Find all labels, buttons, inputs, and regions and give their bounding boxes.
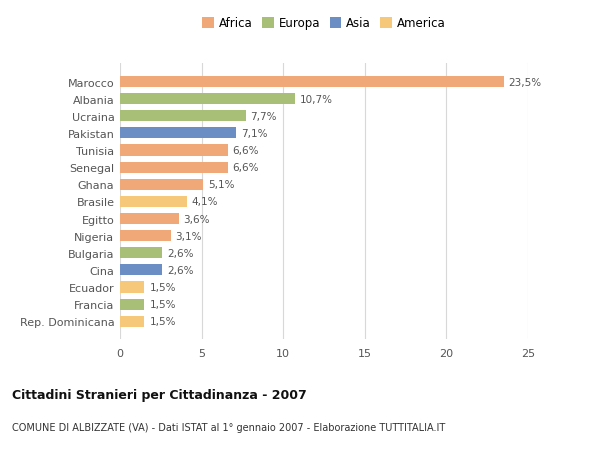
Text: Cittadini Stranieri per Cittadinanza - 2007: Cittadini Stranieri per Cittadinanza - 2… — [12, 388, 307, 401]
Text: 23,5%: 23,5% — [508, 78, 542, 87]
Bar — [120, 299, 145, 310]
Text: 10,7%: 10,7% — [299, 95, 332, 104]
Text: 1,5%: 1,5% — [149, 282, 176, 292]
Bar — [120, 179, 203, 190]
Bar — [120, 316, 145, 327]
Text: 1,5%: 1,5% — [149, 300, 176, 309]
Text: COMUNE DI ALBIZZATE (VA) - Dati ISTAT al 1° gennaio 2007 - Elaborazione TUTTITAL: COMUNE DI ALBIZZATE (VA) - Dati ISTAT al… — [12, 422, 445, 432]
Bar — [120, 94, 295, 105]
Bar — [120, 230, 170, 242]
Text: 6,6%: 6,6% — [233, 163, 259, 173]
Bar — [120, 265, 163, 276]
Bar — [120, 213, 179, 224]
Bar — [120, 282, 145, 293]
Text: 5,1%: 5,1% — [208, 180, 235, 190]
Bar — [120, 248, 163, 259]
Bar — [120, 77, 503, 88]
Text: 4,1%: 4,1% — [192, 197, 218, 207]
Text: 3,6%: 3,6% — [184, 214, 210, 224]
Bar — [120, 162, 228, 174]
Text: 2,6%: 2,6% — [167, 265, 194, 275]
Text: 3,1%: 3,1% — [175, 231, 202, 241]
Bar — [120, 128, 236, 139]
Bar — [120, 196, 187, 207]
Bar — [120, 111, 245, 122]
Text: 7,1%: 7,1% — [241, 129, 267, 139]
Legend: Africa, Europa, Asia, America: Africa, Europa, Asia, America — [200, 15, 448, 33]
Bar — [120, 145, 228, 156]
Text: 2,6%: 2,6% — [167, 248, 194, 258]
Text: 7,7%: 7,7% — [251, 112, 277, 122]
Text: 6,6%: 6,6% — [233, 146, 259, 156]
Text: 1,5%: 1,5% — [149, 317, 176, 326]
